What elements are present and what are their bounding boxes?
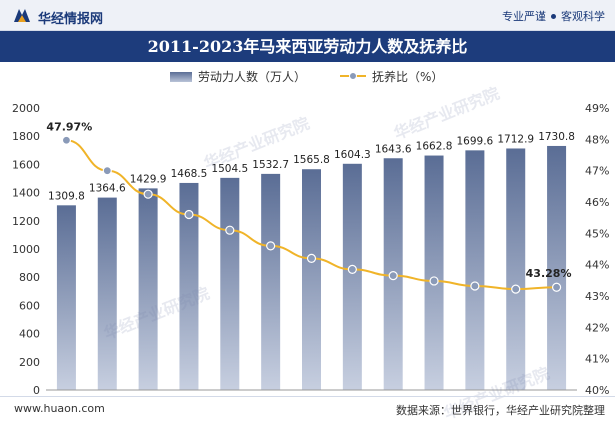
bar [342,163,362,390]
legend-label-labor: 劳动力人数（万人） [198,70,307,84]
footer-divider [0,396,615,397]
ratio-point [470,281,480,291]
bar-value-label: 1532.7 [252,159,289,171]
y-right-tick-label: 40% [585,384,609,397]
y-left-tick-label: 2000 [12,102,40,115]
y-axis-left: 0 200 400 600 800 1000 1200 1400 1600 1800 2000 [12,102,40,397]
brand-name: 华经情报网 [38,11,104,27]
bar-labels: 1309.8 1364.6 1429.9 1468.5 1504.5 1532.7 1565… [48,131,575,202]
ratio-point [551,282,562,292]
bar [179,182,199,390]
bar [465,150,485,390]
brand: 华经情报网 [12,6,103,28]
chart-title: 2011-2023年马来西亚劳动力人数及抚养比 [147,37,468,56]
bar-value-label: 1699.6 [457,135,494,147]
bar-value-label: 1604.3 [334,149,371,161]
y-right-tick-label: 42% [585,321,609,334]
bar-value-label: 1429.9 [130,173,167,185]
ratio-point [102,166,112,176]
bar [138,188,158,390]
legend-item-labor: 劳动力人数（万人） [170,68,306,85]
x-tick-label: 2011年 [47,397,86,398]
ratio-point [61,135,72,145]
title-bar: 2011-2023年马来西亚劳动力人数及抚养比 [0,31,615,62]
ratio-point [388,271,398,281]
y-axis-right: 40% 41% 42% 43% 44% 45% 46% 47% 48% 49% [585,102,609,397]
bar [506,148,526,390]
y-right-tick-label: 47% [585,165,609,178]
bar-series [56,145,567,390]
bar-value-label: 1364.6 [89,183,126,195]
y-right-tick-label: 44% [585,259,609,272]
bar [220,177,240,390]
bar-value-label: 1504.5 [211,163,248,175]
bar-value-label: 1730.8 [538,131,575,143]
y-left-tick-label: 1600 [12,158,40,171]
bar-value-label: 1712.9 [497,133,534,145]
y-left-tick-label: 1800 [12,130,40,143]
legend: 劳动力人数（万人） 抚养比（%） [0,68,615,88]
bar [56,205,76,390]
top-bar: 华经情报网 专业严谨 客观科学 [0,0,615,31]
brand-logo-icon [12,6,32,28]
x-tick-label: 2023年 [537,397,576,398]
separator-dot-icon [551,13,556,19]
legend-item-ratio: 抚养比（%） [340,68,443,85]
bar [424,155,444,390]
line-series: 47.97% 43.28% [46,120,572,294]
footer-site[interactable]: www.huaon.com [14,402,105,415]
ratio-point [266,241,276,251]
bar-value-label: 1309.8 [48,190,85,202]
x-axis: 2011年'12'13'14'15'16'17'18'19'20'21'2220… [46,389,577,398]
tagline-right: 客观科学 [561,10,605,23]
legend-label-ratio: 抚养比（%） [372,70,444,84]
ratio-point [225,225,235,235]
ratio-point [429,276,439,286]
bar-value-label: 1468.5 [171,168,208,180]
ratio-point [184,209,194,220]
ratio-point [306,253,317,263]
y-right-tick-label: 41% [585,353,609,366]
bar [261,173,281,390]
ratio-point [347,264,357,274]
bar-value-label: 1662.8 [416,141,453,153]
y-left-tick-label: 1400 [12,187,40,200]
bar-value-label: 1643.6 [375,143,412,155]
ratio-point [143,189,153,199]
ratio-point [511,284,521,294]
y-right-tick-label: 43% [585,290,609,303]
y-left-tick-label: 1200 [12,215,40,228]
y-right-tick-label: 46% [585,196,609,209]
y-left-tick-label: 400 [19,328,40,341]
footer-source: 数据来源：世界银行，华经产业研究院整理 [396,404,605,417]
tagline-left: 专业严谨 [502,10,546,23]
legend-bar-swatch-icon [170,71,192,82]
tagline: 专业严谨 客观科学 [502,8,605,24]
legend-line-swatch-icon [340,70,366,84]
ratio-value-label: 47.97% [46,120,92,133]
chart-area: 0 200 400 600 800 1000 1200 1400 1600 1800 2000 40… [12,102,609,398]
y-right-tick-label: 49% [585,102,609,115]
y-right-tick-label: 48% [585,133,609,146]
y-left-tick-label: 1000 [12,243,40,256]
ratio-value-label: 43.28% [526,267,572,280]
y-right-tick-label: 45% [585,227,609,240]
bar [302,169,321,390]
y-left-tick-label: 200 [19,356,40,369]
y-left-tick-label: 600 [19,299,40,312]
bar [547,145,567,390]
bar [97,197,117,390]
y-left-tick-label: 800 [19,271,40,284]
y-left-tick-label: 0 [33,384,40,397]
bar-value-label: 1565.8 [293,154,330,166]
